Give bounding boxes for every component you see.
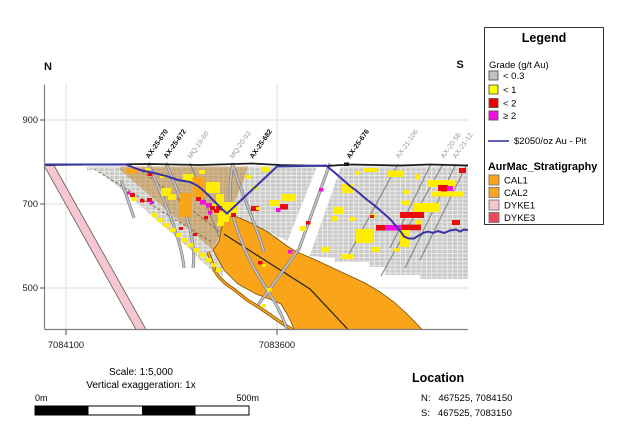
svg-text:MQ-19-60: MQ-19-60 (187, 130, 211, 160)
svg-text:DYKE3: DYKE3 (504, 213, 535, 224)
svg-text:< 1: < 1 (503, 85, 516, 96)
svg-text:≥ 2: ≥ 2 (503, 111, 516, 122)
svg-text:< 0.3: < 0.3 (503, 71, 524, 82)
svg-text:S: S (456, 59, 463, 71)
svg-text:$2050/oz Au - Pit: $2050/oz Au - Pit (514, 136, 587, 147)
svg-text:AurMac_Stratigraphy: AurMac_Stratigraphy (488, 161, 597, 173)
svg-text:S: 467525, 7083150: S: 467525, 7083150 (421, 408, 512, 419)
svg-text:Vertical exaggeration: 1x: Vertical exaggeration: 1x (86, 380, 196, 391)
svg-text:700: 700 (22, 199, 38, 209)
svg-text:CAL2: CAL2 (504, 188, 528, 199)
svg-text:7083600: 7083600 (259, 340, 295, 350)
svg-text:N: N (44, 61, 52, 73)
svg-text:Scale: 1:5,000: Scale: 1:5,000 (109, 367, 173, 378)
svg-text:7084100: 7084100 (48, 340, 84, 350)
svg-text:AX-25-676: AX-25-676 (346, 128, 371, 160)
svg-text:Grade (g/t Au): Grade (g/t Au) (489, 60, 549, 71)
svg-text:500: 500 (22, 283, 38, 293)
svg-text:500m: 500m (236, 393, 259, 403)
svg-text:N: 467525, 7084150: N: 467525, 7084150 (421, 393, 512, 404)
svg-text:DYKE1: DYKE1 (504, 201, 535, 212)
svg-text:Legend: Legend (522, 31, 566, 45)
svg-text:AX-21-106: AX-21-106 (395, 129, 420, 161)
svg-text:CAL1: CAL1 (504, 176, 528, 187)
svg-text:< 2: < 2 (503, 99, 516, 110)
svg-text:Location: Location (412, 371, 464, 385)
svg-text:AX-25-682: AX-25-682 (249, 128, 274, 160)
svg-text:0m: 0m (35, 393, 48, 403)
svg-text:900: 900 (22, 115, 38, 125)
